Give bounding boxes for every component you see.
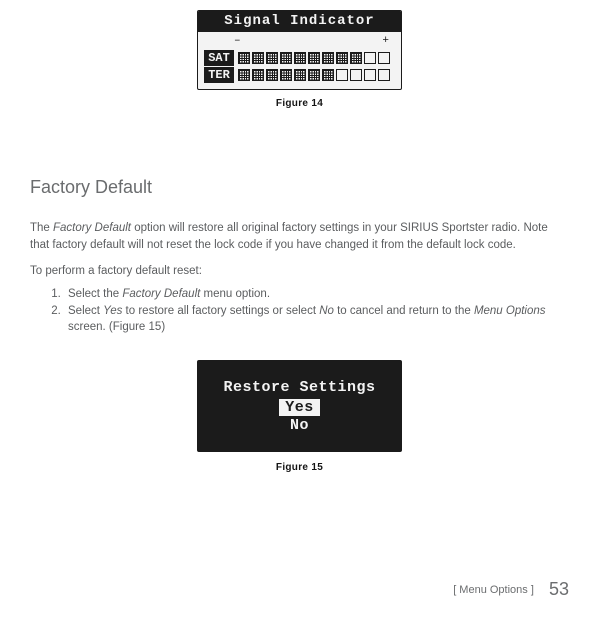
s1-c: menu option. bbox=[200, 288, 270, 300]
s2-f: Menu Options bbox=[474, 305, 546, 317]
signal-cell bbox=[238, 52, 250, 64]
signal-cell bbox=[378, 52, 390, 64]
step-2: Select Yes to restore all factory settin… bbox=[64, 303, 569, 336]
figure-14-caption: Figure 14 bbox=[197, 98, 402, 109]
signal-sat-cells bbox=[238, 52, 390, 64]
signal-row-ter-label: TER bbox=[204, 67, 234, 83]
signal-row-sat-label: SAT bbox=[204, 50, 234, 66]
signal-cell bbox=[266, 52, 278, 64]
signal-cell bbox=[350, 52, 362, 64]
footer-breadcrumb: [ Menu Options ] bbox=[453, 584, 534, 596]
signal-cell bbox=[336, 69, 348, 81]
signal-cell bbox=[280, 52, 292, 64]
restore-settings-title: Restore Settings bbox=[223, 379, 375, 396]
paragraph-2: To perform a factory default reset: bbox=[30, 263, 569, 280]
p1-b: Factory Default bbox=[53, 222, 131, 234]
steps-list: Select the Factory Default menu option. … bbox=[64, 286, 569, 336]
signal-cell bbox=[238, 69, 250, 81]
signal-cell bbox=[364, 52, 376, 64]
s2-d: No bbox=[319, 305, 334, 317]
s1-a: Select the bbox=[68, 288, 122, 300]
signal-cell bbox=[252, 69, 264, 81]
signal-cell bbox=[266, 69, 278, 81]
signal-cell bbox=[308, 69, 320, 81]
signal-cell bbox=[322, 52, 334, 64]
step-1: Select the Factory Default menu option. bbox=[64, 286, 569, 303]
page-footer: [ Menu Options ] 53 bbox=[453, 579, 569, 600]
signal-cell bbox=[308, 52, 320, 64]
signal-max-label: + bbox=[382, 35, 389, 47]
signal-cell bbox=[294, 52, 306, 64]
p1-a: The bbox=[30, 222, 53, 234]
page-number: 53 bbox=[549, 579, 569, 599]
signal-cell bbox=[252, 52, 264, 64]
restore-settings-screen: Restore Settings Yes No bbox=[197, 360, 402, 452]
signal-cell bbox=[322, 69, 334, 81]
signal-cell bbox=[378, 69, 390, 81]
signal-indicator-body: – + SAT TER bbox=[198, 32, 401, 89]
s1-b: Factory Default bbox=[122, 288, 200, 300]
figure-14: Signal Indicator – + SAT TER Figure 14 bbox=[197, 10, 402, 109]
s2-b: Yes bbox=[103, 305, 122, 317]
signal-min-label: – bbox=[234, 35, 241, 47]
figure-15-caption: Figure 15 bbox=[197, 462, 402, 473]
signal-row-ter: TER bbox=[204, 67, 395, 83]
signal-cell bbox=[280, 69, 292, 81]
s2-c: to restore all factory settings or selec… bbox=[122, 305, 319, 317]
s2-a: Select bbox=[68, 305, 103, 317]
signal-cell bbox=[336, 52, 348, 64]
s2-g: screen. (Figure 15) bbox=[68, 321, 165, 333]
signal-indicator-screen: Signal Indicator – + SAT TER bbox=[197, 10, 402, 90]
signal-cell bbox=[364, 69, 376, 81]
signal-cell bbox=[350, 69, 362, 81]
signal-indicator-title: Signal Indicator bbox=[198, 11, 401, 32]
restore-option-no: No bbox=[290, 417, 309, 434]
s2-e: to cancel and return to the bbox=[334, 305, 474, 317]
signal-ter-cells bbox=[238, 69, 390, 81]
figure-15: Restore Settings Yes No Figure 15 bbox=[197, 360, 402, 473]
signal-cell bbox=[294, 69, 306, 81]
section-title: Factory Default bbox=[30, 177, 569, 198]
paragraph-1: The Factory Default option will restore … bbox=[30, 220, 569, 253]
restore-option-yes: Yes bbox=[279, 399, 320, 416]
signal-row-sat: SAT bbox=[204, 50, 395, 66]
